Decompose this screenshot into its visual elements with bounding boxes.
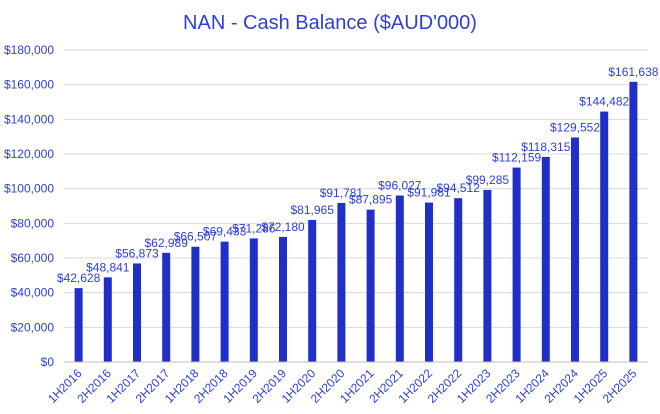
- bar: [483, 189, 492, 362]
- bar: [249, 238, 258, 362]
- data-label: $118,315: [521, 140, 570, 154]
- bar: [220, 241, 229, 362]
- data-label: $99,285: [466, 173, 510, 187]
- data-label: $48,841: [86, 260, 130, 274]
- data-label: $69,433: [203, 225, 247, 239]
- bar: [308, 219, 317, 362]
- data-labels: $42,628$48,841$56,873$62,989$66,507$69,4…: [57, 65, 659, 285]
- bar: [191, 246, 200, 362]
- bar: [512, 167, 521, 362]
- data-label: $96,027: [378, 179, 422, 193]
- y-tick-label: $80,000: [11, 216, 55, 230]
- data-label: $71,286: [232, 221, 276, 235]
- y-tick-label: $0: [41, 355, 55, 369]
- data-label: $91,981: [407, 186, 451, 200]
- bars: [74, 81, 638, 363]
- y-tick-label: $100,000: [4, 182, 54, 196]
- data-label: $81,965: [291, 203, 335, 217]
- bar: [162, 252, 171, 362]
- y-tick-label: $160,000: [4, 78, 54, 92]
- y-tick-label: $40,000: [11, 286, 55, 300]
- data-label: $112,159: [492, 151, 541, 165]
- bar: [74, 288, 83, 362]
- data-label: $72,180: [261, 220, 305, 234]
- bar: [425, 202, 433, 362]
- gridlines: [64, 49, 648, 328]
- data-label: $144,482: [579, 95, 629, 109]
- y-tick-label: $120,000: [4, 147, 54, 161]
- data-label: $42,628: [57, 271, 101, 285]
- bar: [337, 202, 346, 362]
- y-axis-tick-labels: $0 $20,000 $40,000 $60,000 $80,000 $100,000 $1…: [4, 43, 54, 369]
- data-label: $94,512: [437, 181, 481, 195]
- bar: [541, 156, 550, 362]
- data-label: $66,507: [174, 230, 218, 244]
- data-label: $62,989: [145, 236, 189, 250]
- y-tick-label: $180,000: [4, 43, 54, 57]
- data-label: $56,873: [115, 246, 159, 260]
- x-axis-tick-labels: 1H20162H20161H20172H20171H20182H20181H20…: [45, 366, 640, 406]
- bar: [600, 111, 609, 362]
- bar: [103, 277, 112, 362]
- bar: [366, 209, 375, 362]
- bar: [629, 81, 638, 363]
- bar: [454, 198, 463, 362]
- y-tick-label: $20,000: [11, 320, 55, 334]
- bar: [571, 137, 579, 362]
- bar: [395, 195, 404, 362]
- bar: [279, 236, 287, 362]
- data-label: $161,638: [608, 65, 658, 79]
- y-tick-label: $60,000: [11, 251, 55, 265]
- chart-title: NAN - Cash Balance ($AUD'000): [183, 12, 477, 34]
- data-label: $87,895: [349, 193, 393, 207]
- data-label: $91,781: [320, 186, 364, 200]
- y-tick-label: $140,000: [4, 112, 54, 126]
- data-label: $129,552: [550, 120, 600, 134]
- bar: [133, 263, 141, 362]
